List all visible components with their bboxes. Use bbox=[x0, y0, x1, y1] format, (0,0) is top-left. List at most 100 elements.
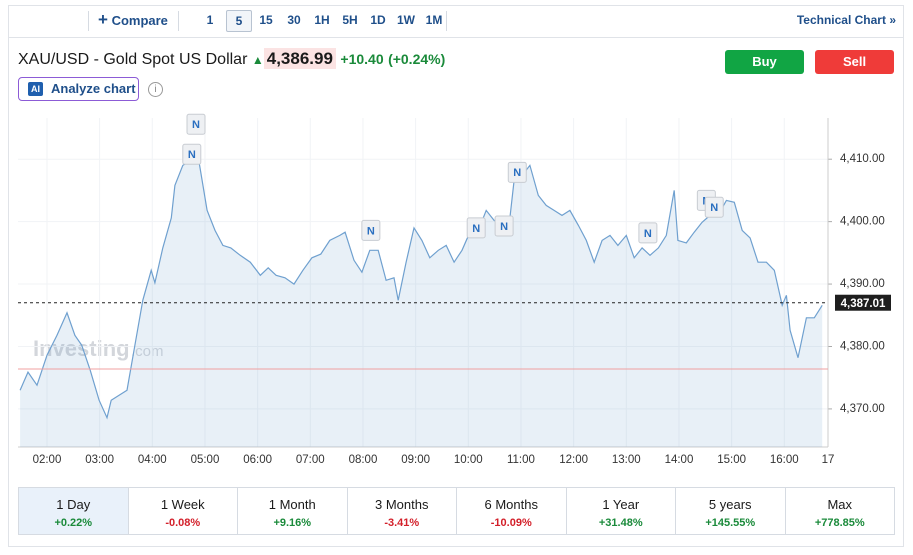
news-marker[interactable]: N bbox=[186, 113, 206, 135]
x-tick-label: 05:00 bbox=[191, 454, 220, 466]
technical-chart-arrow: » bbox=[889, 13, 896, 27]
news-marker[interactable]: N bbox=[494, 215, 514, 237]
period-tab[interactable]: 1 Year +31.48% bbox=[567, 488, 676, 534]
price-change: +10.40 bbox=[340, 51, 384, 67]
period-tab[interactable]: 1 Month +9.16% bbox=[238, 488, 348, 534]
period-change: +778.85% bbox=[814, 517, 865, 529]
news-marker[interactable]: N bbox=[466, 217, 486, 239]
news-marker-label: N bbox=[472, 223, 480, 235]
news-marker[interactable]: N bbox=[182, 143, 202, 165]
technical-chart-link[interactable]: Technical Chart » bbox=[797, 13, 896, 27]
news-marker-box bbox=[638, 222, 658, 244]
period-change: +0.22% bbox=[54, 517, 93, 529]
y-tick-label: 4,410.00 bbox=[840, 153, 885, 165]
x-tick-label: 02:00 bbox=[33, 454, 62, 466]
separator bbox=[178, 11, 179, 31]
interval-button[interactable]: 15 bbox=[259, 13, 273, 27]
period-name: 1 Year bbox=[602, 497, 640, 512]
interval-button[interactable]: 1M bbox=[425, 13, 443, 27]
interval-button[interactable]: 5H bbox=[342, 13, 358, 27]
last-price: 4,386.99 bbox=[263, 48, 336, 69]
interval-button[interactable]: 5 bbox=[226, 10, 252, 32]
period-name: 1 Month bbox=[268, 497, 316, 512]
x-tick-label: 16:00 bbox=[770, 454, 799, 466]
sell-button[interactable]: Sell bbox=[815, 50, 894, 74]
news-marker-label: N bbox=[192, 119, 200, 131]
news-marker-box bbox=[494, 215, 514, 237]
interval-button[interactable]: 30 bbox=[287, 13, 301, 27]
y-tick-label: 4,380.00 bbox=[840, 341, 885, 353]
period-tabs: 1 Day +0.22% 1 Week -0.08% 1 Month +9.16% 3 Mo… bbox=[18, 487, 895, 535]
instrument-title: XAU/USD - Gold Spot US Dollar bbox=[18, 51, 248, 68]
news-marker-box bbox=[361, 219, 381, 241]
news-marker-label: N bbox=[710, 202, 718, 214]
period-tab[interactable]: 5 years +145.55% bbox=[676, 488, 786, 534]
x-tick-label: 14:00 bbox=[665, 454, 694, 466]
interval-button[interactable]: 1 bbox=[206, 13, 214, 27]
x-tick-label: 06:00 bbox=[243, 454, 272, 466]
news-marker[interactable]: N bbox=[638, 222, 658, 244]
y-tick-label: 4,390.00 bbox=[840, 278, 885, 290]
x-tick-label: 11:00 bbox=[507, 454, 535, 466]
up-arrow: ▲ bbox=[251, 53, 264, 67]
period-name: 6 Months bbox=[484, 497, 538, 512]
interval-button[interactable]: 1H bbox=[314, 13, 330, 27]
interval-button[interactable]: 1D bbox=[370, 13, 386, 27]
x-tick-label: 12:00 bbox=[559, 454, 588, 466]
x-tick-label: 03:00 bbox=[85, 454, 114, 466]
interval-button[interactable]: 1W bbox=[397, 13, 415, 27]
period-change: -0.08% bbox=[165, 517, 201, 529]
period-name: 3 Months bbox=[375, 497, 429, 512]
compare-button[interactable]: + Compare bbox=[98, 10, 168, 29]
separator bbox=[446, 11, 447, 31]
price-line bbox=[19, 159, 823, 420]
news-marker-label: N bbox=[367, 225, 375, 237]
period-name: 1 Day bbox=[56, 497, 91, 512]
frame bbox=[8, 5, 904, 547]
news-marker-label: N bbox=[513, 167, 521, 179]
period-change: -10.09% bbox=[490, 517, 532, 529]
news-marker[interactable]: N bbox=[507, 161, 527, 183]
toolbar: + Compare 1 5 15 30 1H 5H 1D 1W 1M Technical Cha… bbox=[8, 5, 904, 38]
period-change: +145.55% bbox=[705, 517, 756, 529]
period-tab[interactable]: 1 Week -0.08% bbox=[129, 488, 238, 534]
technical-chart-label: Technical Chart bbox=[796, 13, 886, 27]
y-tick-label: 4,400.00 bbox=[840, 216, 885, 228]
chart: Investing .com 4,370.00 4,380.00 4,390.00 4,4… bbox=[18, 113, 891, 466]
news-marker-label: N bbox=[188, 149, 196, 161]
area-fill bbox=[20, 160, 823, 447]
info-icon[interactable]: i bbox=[148, 82, 163, 97]
instrument-header: XAU/USD - Gold Spot US Dollar ▲ 4,386.99 … bbox=[18, 48, 445, 69]
news-marker-box bbox=[704, 196, 724, 218]
period-tab[interactable]: 6 Months -10.09% bbox=[457, 488, 567, 534]
period-tab[interactable]: 1 Day +0.22% bbox=[19, 488, 129, 534]
news-marker-box bbox=[507, 161, 527, 183]
news-marker-label: N bbox=[500, 221, 508, 233]
period-change: -3.41% bbox=[384, 517, 420, 529]
compare-label: Compare bbox=[111, 13, 168, 28]
x-tick-label: 07:00 bbox=[296, 454, 325, 466]
period-name: 1 Week bbox=[160, 497, 205, 512]
y-tick-label: 4,370.00 bbox=[840, 403, 885, 415]
period-change: +31.48% bbox=[598, 517, 643, 529]
x-tick-label: 13:00 bbox=[612, 454, 641, 466]
period-tab[interactable]: 3 Months -3.41% bbox=[348, 488, 457, 534]
watermark: Investing bbox=[33, 336, 130, 361]
x-tick-label: 09:00 bbox=[401, 454, 430, 466]
x-tick-label: 15:00 bbox=[717, 454, 746, 466]
period-tab[interactable]: Max +778.85% bbox=[786, 488, 895, 534]
period-name: 5 years bbox=[708, 497, 752, 512]
x-tick-label: 17 bbox=[822, 454, 835, 466]
current-price-box bbox=[835, 294, 891, 311]
ai-badge: AI bbox=[28, 82, 43, 96]
buy-button[interactable]: Buy bbox=[725, 50, 804, 74]
period-change: +9.16% bbox=[273, 517, 312, 529]
news-marker-box bbox=[186, 113, 206, 135]
analyze-button[interactable]: AI Analyze chart bbox=[18, 77, 139, 101]
news-marker[interactable]: N bbox=[704, 196, 724, 218]
current-price-label: 4,387.01 bbox=[841, 298, 886, 310]
news-marker[interactable]: N bbox=[361, 219, 381, 241]
news-marker-label: N bbox=[644, 228, 652, 240]
analyze-label: Analyze chart bbox=[51, 81, 136, 96]
